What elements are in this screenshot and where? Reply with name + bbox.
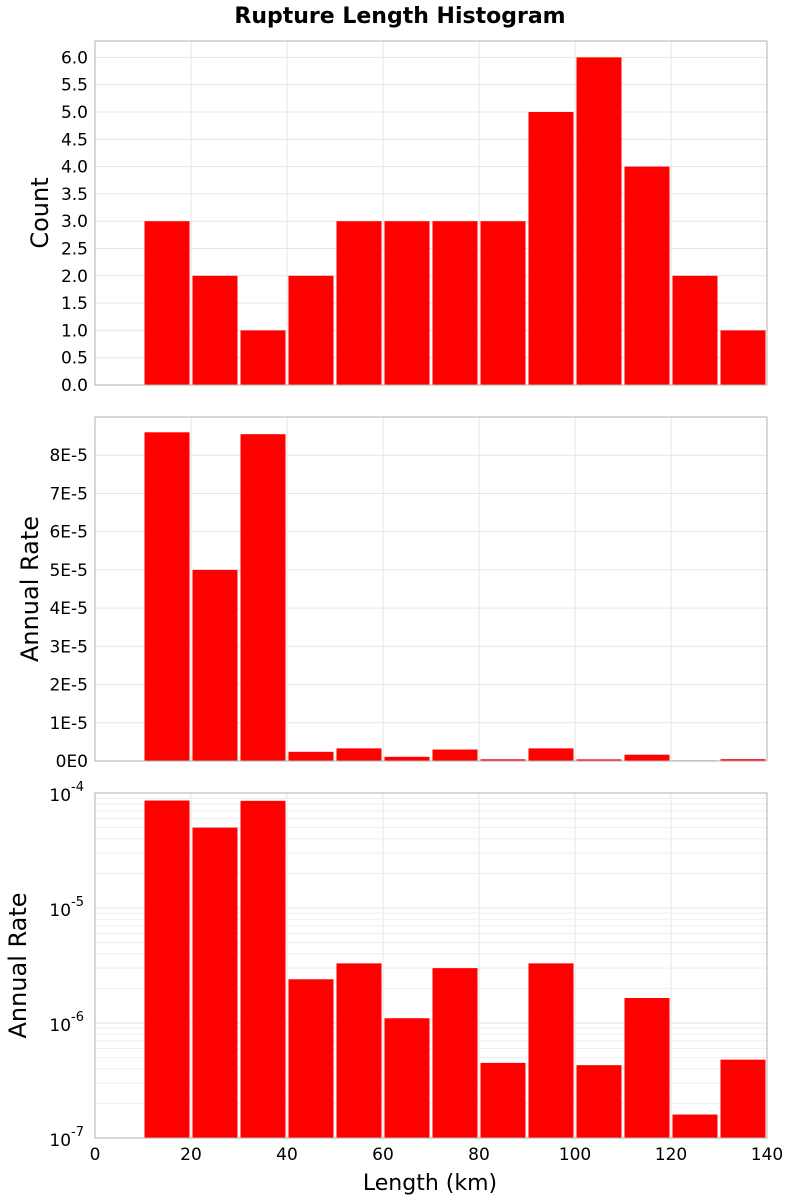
x-tick-label: 60 [372, 1145, 394, 1165]
histogram-bar [480, 1062, 526, 1138]
histogram-bar [672, 275, 718, 385]
histogram-bar [528, 963, 574, 1138]
plot-frame [94, 40, 768, 386]
x-tick-label: 40 [276, 1145, 298, 1165]
histogram-bar [576, 759, 622, 761]
histogram-bar [192, 275, 238, 385]
x-tick-label: 20 [180, 1145, 202, 1165]
histogram-bar [240, 800, 286, 1138]
y-tick-label: 4E-5 [49, 599, 88, 619]
histogram-bar [528, 111, 574, 385]
y-axis-label: Annual Rate [4, 892, 32, 1038]
histogram-bar [192, 569, 238, 761]
histogram-bar [624, 754, 670, 761]
histogram-bar [384, 756, 430, 761]
y-tick-label: 3E-5 [49, 637, 88, 657]
y-tick-label: 2.5 [61, 239, 88, 259]
y-tick-label: 8E-5 [49, 446, 88, 466]
y-tick-label: 3.5 [61, 185, 88, 205]
x-tick-label: 0 [90, 1145, 101, 1165]
histogram-bar [336, 748, 382, 761]
histogram-bar [480, 221, 526, 385]
y-tick-label: 6.0 [61, 48, 88, 68]
y-tick-label: 1E-5 [49, 714, 88, 734]
chart-title: Rupture Length Histogram [234, 4, 565, 29]
histogram-bar [144, 432, 190, 761]
histogram-bar [240, 434, 286, 761]
y-tick-label: 10-6 [49, 1010, 84, 1036]
histogram-bar [672, 1114, 718, 1138]
histogram-bar [336, 963, 382, 1138]
y-tick-label: 1.5 [61, 294, 88, 314]
y-axis-label: Count [26, 177, 54, 248]
x-axis-label: Length (km) [363, 1171, 497, 1196]
y-tick-label: 4.5 [61, 130, 88, 150]
histogram-bar [144, 221, 190, 385]
x-tick-label: 100 [559, 1145, 591, 1165]
y-tick-label: 3.0 [61, 212, 88, 232]
histogram-bar [528, 748, 574, 761]
y-tick-label: 4.0 [61, 158, 88, 178]
x-tick-label: 120 [655, 1145, 687, 1165]
y-tick-label: 5.0 [61, 103, 88, 123]
y-tick-label: 0.0 [61, 376, 88, 396]
y-tick-label: 2.0 [61, 267, 88, 287]
y-tick-label: 10-4 [49, 780, 84, 806]
histogram-bar [288, 979, 334, 1138]
y-tick-label: 10-5 [49, 895, 84, 921]
y-tick-label: 0.5 [61, 349, 88, 369]
y-tick-label: 5.5 [61, 76, 88, 96]
panel-2: 0E0 1E-5 2E-5 3E-5 4E-5 5E-5 6E-5 7E-5 8E-5 Annua… [16, 416, 768, 772]
histogram-bar [576, 57, 622, 385]
panel-3: 10-7 10-6 10-5 10-4 Annual Rate [4, 780, 768, 1151]
histogram-bar [720, 330, 766, 385]
histogram-bar [192, 827, 238, 1138]
y-tick-label: 10-7 [49, 1125, 84, 1151]
histogram-bar [624, 166, 670, 385]
plot-frame [94, 792, 768, 1139]
histogram-bar [336, 221, 382, 385]
y-axis-label: Annual Rate [16, 516, 44, 662]
panel-1: 0.0 0.5 1.0 1.5 2.0 2.5 3.0 3.5 4.0 4.5 5.0 5.5 6.0 C… [26, 40, 768, 396]
histogram-bar [720, 1059, 766, 1138]
y-tick-label: 1.0 [61, 321, 88, 341]
x-axis: 0 20 40 60 80 100 120 140 [90, 1145, 784, 1165]
histogram-bar [288, 751, 334, 761]
histogram-bar [432, 968, 478, 1138]
y-tick-label: 6E-5 [49, 523, 88, 543]
y-tick-label: 5E-5 [49, 561, 88, 581]
y-tick-label: 2E-5 [49, 676, 88, 696]
histogram-bar [576, 1065, 622, 1138]
histogram-bar [432, 749, 478, 761]
histogram-bar [288, 275, 334, 385]
histogram-bar [384, 1018, 430, 1138]
y-tick-label: 7E-5 [49, 484, 88, 504]
histogram-bar [144, 800, 190, 1138]
histogram-bar [624, 997, 670, 1138]
histogram-bar [432, 221, 478, 385]
x-tick-label: 80 [468, 1145, 490, 1165]
y-tick-label: 0E0 [56, 752, 88, 772]
histogram-bar [384, 221, 430, 385]
plot-frame [94, 416, 768, 762]
chart-panels: 0.0 0.5 1.0 1.5 2.0 2.5 3.0 3.5 4.0 4.5 5.0 5.5 6.0 C… [4, 40, 784, 1165]
histogram-bar [720, 759, 766, 761]
x-tick-label: 140 [751, 1145, 783, 1165]
histogram-bar [480, 759, 526, 761]
histogram-bar [240, 330, 286, 385]
